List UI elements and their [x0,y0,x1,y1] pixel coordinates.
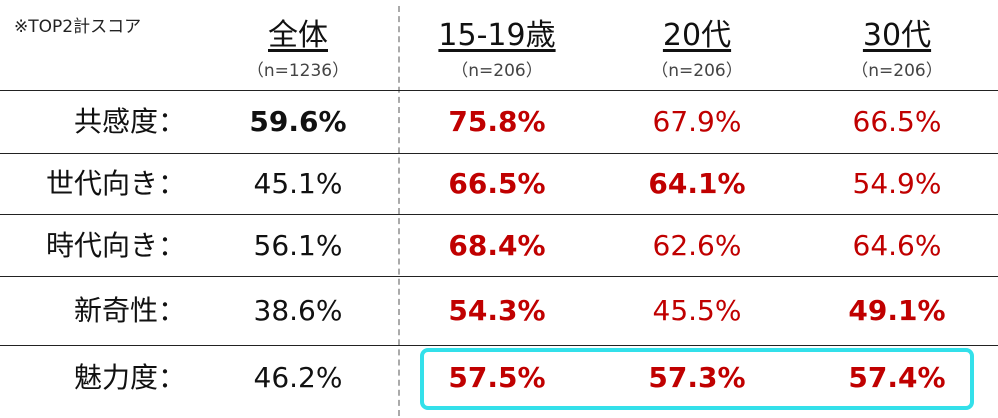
cell-value: 75.8% [448,105,546,138]
row-line [0,153,998,154]
cell-value: 66.5% [448,167,546,200]
cell-value: 64.1% [648,167,746,200]
cell-value: 59.6% [249,105,347,138]
cell-value: 57.5% [448,361,546,394]
divider [398,6,400,416]
cell-value: 46.2% [253,361,343,394]
cell-value: 57.3% [648,361,746,394]
cell-value: 66.5% [852,105,942,138]
cell-value: 57.4% [848,361,946,394]
cell-value: 54.9% [852,167,942,200]
column-n: （n=1236） [246,61,350,81]
column-header: 全体 [268,18,328,53]
column-header: 30代 [862,18,932,53]
row-label: 世代向き： [45,167,186,200]
row-label: 共感度： [73,105,186,138]
row-line [0,90,998,91]
column-n: （n=206） [451,61,543,81]
row-line [0,214,998,215]
cell-value: 64.6% [852,229,942,262]
cell-value: 49.1% [848,294,946,327]
cell-value: 56.1% [253,229,343,262]
row-label: 時代向き： [45,229,186,262]
cell-value: 54.3% [448,294,546,327]
row-line [0,276,998,277]
note: ※TOP2計スコア [14,17,142,37]
cell-value: 67.9% [652,105,742,138]
column-n: （n=206） [851,61,943,81]
cell-value: 38.6% [253,294,343,327]
row-label: 魅力度： [73,361,186,394]
column-n: （n=206） [651,61,743,81]
highlight-box [420,348,974,410]
column-header: 20代 [662,18,732,53]
cell-value: 45.5% [652,294,742,327]
row-label: 新奇性： [73,294,186,327]
cell-value: 62.6% [652,229,742,262]
row-line [0,345,998,346]
cell-value: 45.1% [253,167,343,200]
column-header: 15-19歳 [438,18,556,53]
cell-value: 68.4% [448,229,546,262]
